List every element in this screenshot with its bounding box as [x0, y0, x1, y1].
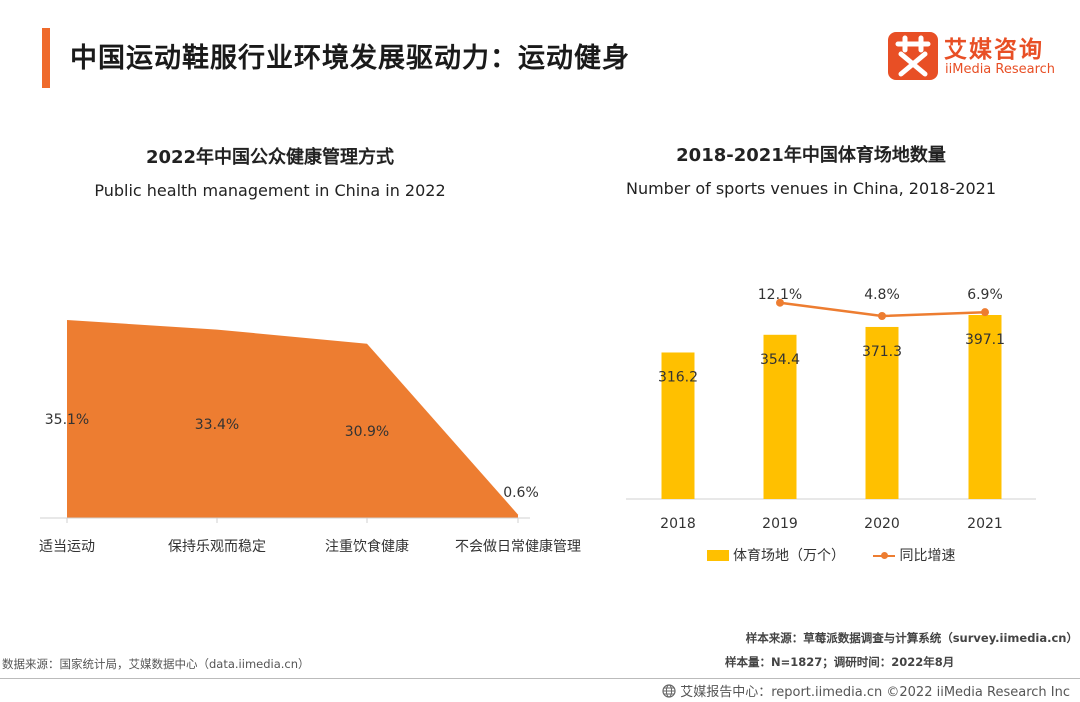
legend-bar-swatch [707, 549, 729, 561]
area-series-fill [67, 320, 518, 518]
left-x-tick-label: 注重饮食健康 [325, 538, 409, 555]
brand-name-en: iiMedia Research [945, 62, 1056, 77]
legend-line-swatch [873, 550, 896, 561]
title-accent-bar [42, 28, 50, 88]
data-source-note: 数据来源：国家统计局，艾媒数据中心（data.iimedia.cn） [2, 657, 310, 671]
venue-bar-label: 371.3 [862, 344, 902, 360]
legend-bar-label: 体育场地（万个） [733, 548, 845, 564]
legend-line-label: 同比增速 [899, 548, 956, 564]
footer-text: 艾媒报告中心：report.iimedia.cn ©2022 iiMedia R… [680, 685, 1070, 700]
footer: 艾媒报告中心：report.iimedia.cn ©2022 iiMedia R… [662, 681, 1070, 700]
growth-point [981, 308, 989, 317]
growth-point-label: 6.9% [967, 287, 1003, 303]
right-chart-title: 2018-2021年中国体育场地数量 Number of sports venu… [600, 141, 1022, 198]
brand-name-cn: 艾媒咨询 [944, 37, 1044, 63]
venue-bar-label: 397.1 [965, 332, 1005, 348]
growth-point-label: 4.8% [864, 287, 900, 303]
area-data-label: 30.9% [345, 424, 389, 440]
growth-point [776, 298, 784, 307]
growth-point-label: 12.1% [758, 287, 802, 303]
left-chart-title-en: Public health management in China in 202… [94, 181, 446, 200]
area-data-label: 33.4% [195, 417, 239, 433]
legend-item-venues: 体育场地（万个） [707, 545, 845, 565]
right-x-tick-label: 2019 [762, 516, 798, 532]
legend-item-growth: 同比增速 [873, 545, 955, 565]
right-chart-title-cn: 2018-2021年中国体育场地数量 [676, 145, 946, 166]
left-x-tick-label: 保持乐观而稳定 [168, 539, 266, 555]
globe-icon [662, 683, 676, 698]
venue-bar-label: 316.2 [658, 369, 698, 385]
venue-bar [968, 315, 1002, 499]
page-title: 中国运动鞋服行业环境发展驱动力：运动健身 [70, 43, 630, 74]
area-data-label: 35.1% [45, 412, 89, 428]
left-x-tick-label: 适当运动 [39, 539, 95, 555]
venue-bar-label: 354.4 [760, 352, 800, 368]
right-chart-legend: 体育场地（万个） 同比增速 [707, 545, 979, 565]
venue-bar [865, 326, 899, 499]
venue-bar [661, 352, 695, 499]
area-data-label: 0.6% [503, 485, 539, 501]
right-chart-title-en: Number of sports venues in China, 2018-2… [625, 179, 997, 198]
right-x-tick-label: 2020 [864, 516, 900, 532]
left-x-tick-label: 不会做日常健康管理 [455, 538, 581, 555]
right-x-tick-label: 2018 [660, 516, 696, 532]
left-chart-title: 2022年中国公众健康管理方式 Public health management… [60, 143, 480, 200]
right-x-tick-label: 2021 [967, 516, 1003, 532]
brand-logo-icon [888, 32, 938, 80]
sample-source-note: 样本来源：草莓派数据调查与计算系统（survey.iimedia.cn） [745, 631, 1078, 645]
sample-size-note: 样本量：N=1827；调研时间：2022年8月 [725, 655, 955, 669]
left-chart-title-cn: 2022年中国公众健康管理方式 [145, 147, 395, 168]
footer-divider [0, 678, 1080, 679]
growth-point [878, 312, 886, 320]
brand-logo: 艾媒咨询 iiMedia Research [888, 30, 1068, 82]
venue-bar [763, 334, 797, 499]
